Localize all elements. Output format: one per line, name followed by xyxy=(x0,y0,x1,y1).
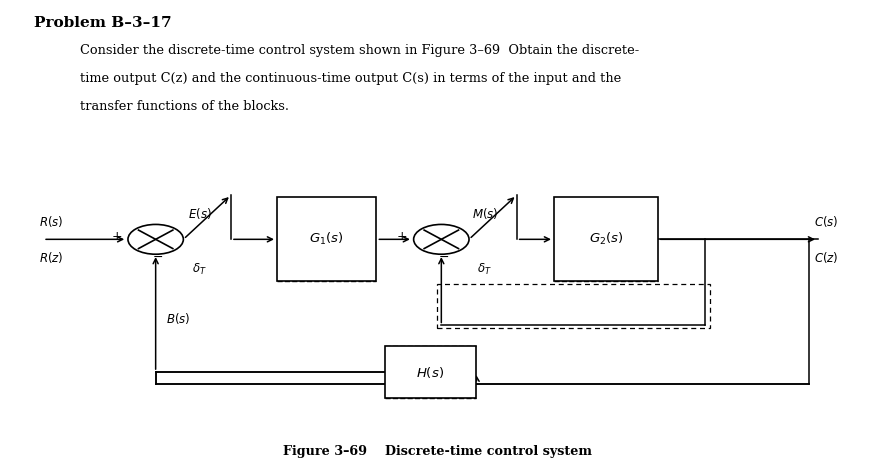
Text: $G_2(s)$: $G_2(s)$ xyxy=(588,231,623,247)
Text: $R(s)$: $R(s)$ xyxy=(38,214,63,229)
Text: $\delta_T$: $\delta_T$ xyxy=(191,262,206,277)
Text: Problem B–3–17: Problem B–3–17 xyxy=(34,16,172,30)
Text: Consider the discrete-time control system shown in Figure 3–69  Obtain the discr: Consider the discrete-time control syste… xyxy=(80,44,640,57)
Text: $B(s)$: $B(s)$ xyxy=(166,311,191,326)
Text: −: − xyxy=(439,251,449,264)
Text: transfer functions of the blocks.: transfer functions of the blocks. xyxy=(80,100,289,113)
Text: $\delta_T$: $\delta_T$ xyxy=(477,262,492,277)
Text: +: + xyxy=(397,230,407,244)
Text: $E(s)$: $E(s)$ xyxy=(188,206,212,221)
Text: $G_1(s)$: $G_1(s)$ xyxy=(309,231,344,247)
Text: $M(s)$: $M(s)$ xyxy=(472,206,498,221)
Bar xyxy=(385,346,476,398)
Text: Figure 3–69    Discrete-time control system: Figure 3–69 Discrete-time control system xyxy=(282,445,592,458)
Bar xyxy=(437,283,710,328)
Text: time output C(z) and the continuous-time output C(s) in terms of the input and t: time output C(z) and the continuous-time… xyxy=(80,72,621,85)
Bar xyxy=(277,197,377,281)
Text: +: + xyxy=(111,230,121,244)
Text: $C(s)$: $C(s)$ xyxy=(814,214,838,229)
Text: $C(z)$: $C(z)$ xyxy=(814,249,838,264)
Text: −: − xyxy=(153,251,163,264)
Text: $H(s)$: $H(s)$ xyxy=(417,365,445,380)
Bar xyxy=(554,197,658,281)
Text: $R(z)$: $R(z)$ xyxy=(38,249,63,264)
